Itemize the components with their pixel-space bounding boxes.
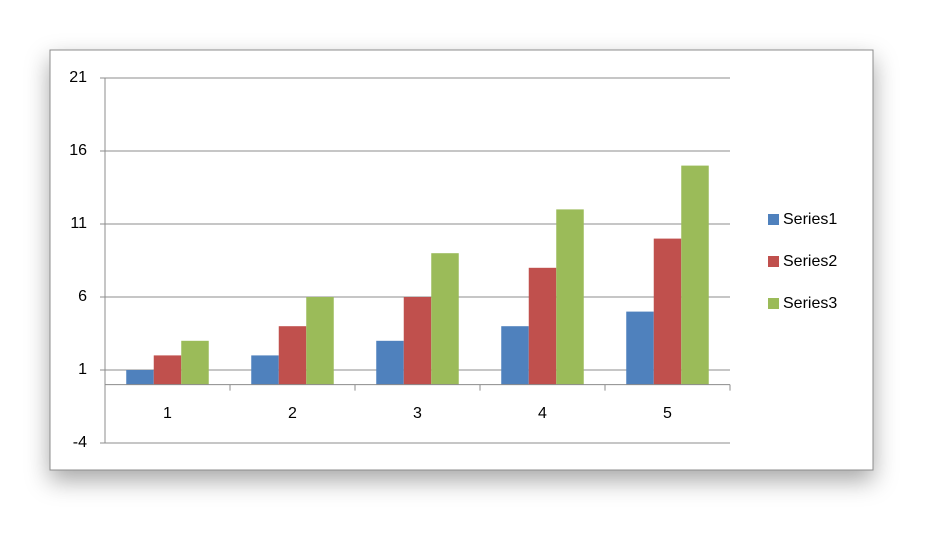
y-tick-label: 1 (78, 361, 87, 378)
x-tick-label: 5 (663, 405, 672, 422)
bar (278, 326, 307, 385)
legend-label: Series2 (783, 253, 837, 270)
bar (681, 165, 709, 385)
bar (556, 209, 584, 385)
legend-swatch (768, 214, 779, 225)
bar (626, 311, 654, 385)
y-tick-label: -4 (73, 434, 87, 451)
bar (376, 340, 404, 385)
legend-label: Series3 (783, 295, 837, 312)
y-tick-label: 11 (70, 215, 87, 232)
chart-frame (49, 49, 874, 471)
bar (501, 326, 529, 385)
bar (306, 297, 334, 385)
y-tick-label: 16 (69, 142, 87, 159)
legend-label: Series1 (783, 211, 837, 228)
bar (153, 355, 182, 385)
bar (126, 370, 154, 385)
bar (403, 297, 432, 385)
x-tick-label: 2 (288, 405, 297, 422)
x-tick-label: 4 (538, 405, 547, 422)
y-tick-label: 21 (69, 69, 87, 86)
bar (251, 355, 279, 385)
bar (181, 340, 209, 385)
x-tick-label: 1 (163, 405, 172, 422)
y-tick-label: 6 (78, 288, 87, 305)
legend-swatch (768, 256, 779, 267)
bar (528, 267, 557, 385)
x-tick-label: 3 (413, 405, 422, 422)
bar (431, 253, 459, 385)
bar (653, 238, 682, 385)
legend-swatch (768, 298, 779, 309)
